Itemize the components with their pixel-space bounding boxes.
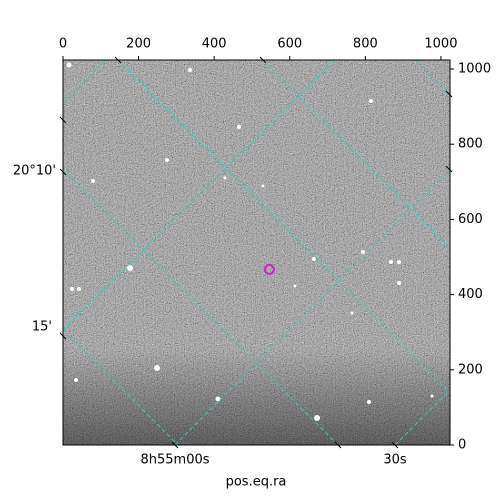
y-tick-label: 800 [458, 137, 483, 152]
y-tick-label: 200 [458, 362, 483, 377]
dec-label: 15' [32, 320, 52, 335]
y-tick-label: 1000 [458, 62, 491, 77]
image [63, 60, 450, 445]
frame [62, 59, 451, 446]
coordinate-grid [63, 60, 450, 445]
target-marker [263, 263, 275, 275]
x-axis-label: pos.eq.ra [226, 475, 287, 490]
y-tick-label: 400 [458, 287, 483, 302]
x-tick-label: 800 [353, 37, 378, 52]
dec-label: 20°10' [13, 164, 56, 179]
x-tick-label: 400 [202, 37, 227, 52]
x-tick-label: 0 [59, 37, 67, 52]
wcs-ticks [59, 56, 453, 449]
x-tick-label: 600 [277, 37, 302, 52]
stars [66, 62, 434, 421]
x-tick-label: 1000 [424, 37, 457, 52]
ra-label: 8h55m00s [140, 453, 209, 468]
ra-label: 30s [383, 453, 407, 468]
y-tick-label: 0 [458, 438, 466, 453]
y-tick-label: 600 [458, 212, 483, 227]
x-tick-label: 200 [126, 37, 151, 52]
